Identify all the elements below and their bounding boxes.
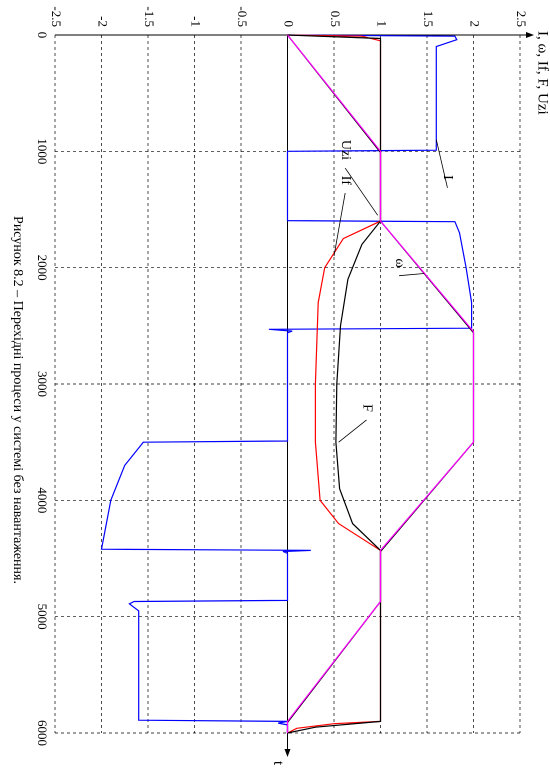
annotation: F [359, 404, 374, 412]
series-line [286, 34, 475, 733]
x-tick-label: 5000 [35, 604, 50, 630]
annotation: ω [392, 258, 407, 267]
y-tick-label: 1.5 [421, 11, 436, 27]
x-axis-label: t [270, 761, 286, 766]
y-tick-label: -1 [189, 16, 204, 27]
x-tick-label: 1000 [35, 138, 50, 164]
y-axis-arrow [526, 32, 534, 38]
y-tick-label: -0.5 [235, 6, 250, 27]
y-tick-label: 1 [375, 21, 390, 28]
x-tick-label: 2000 [35, 255, 50, 281]
x-tick-label: 3000 [35, 371, 50, 397]
series-line [100, 34, 473, 733]
annotation-leader [338, 419, 367, 443]
x-tick-label: 0 [35, 32, 50, 39]
y-axis-label: I, ω, If, F, Uzi [535, 31, 550, 115]
y-tick-label: 0 [282, 21, 297, 28]
y-tick-label: -2.5 [49, 6, 64, 27]
y-tick-label: 0.5 [328, 11, 343, 27]
x-tick-label: 6000 [35, 720, 50, 746]
annotation-leader [344, 167, 379, 216]
x-tick-label: 4000 [35, 487, 50, 513]
annotation: I [440, 175, 455, 180]
caption: Рисунок 8.2 – Перехідні процеси у систем… [10, 216, 25, 584]
annotation: If [338, 176, 353, 186]
y-tick-label: -2 [96, 16, 111, 27]
annotation-leader [333, 193, 346, 257]
annotation-leader [399, 273, 425, 277]
x-axis-arrow [284, 749, 291, 757]
y-tick-label: 2 [468, 21, 483, 28]
annotation-leader [435, 139, 448, 188]
y-tick-label: 2.5 [514, 11, 529, 27]
series-line [287, 34, 382, 734]
annotation: Uzi [338, 140, 353, 160]
y-tick-label: -1.5 [142, 6, 157, 27]
rotated-plot: -2.5 -2 -1.5 -1 -0.5 0 0.5 1 1.5 2 2.5 0 1000 2000 300… [10, 6, 550, 766]
